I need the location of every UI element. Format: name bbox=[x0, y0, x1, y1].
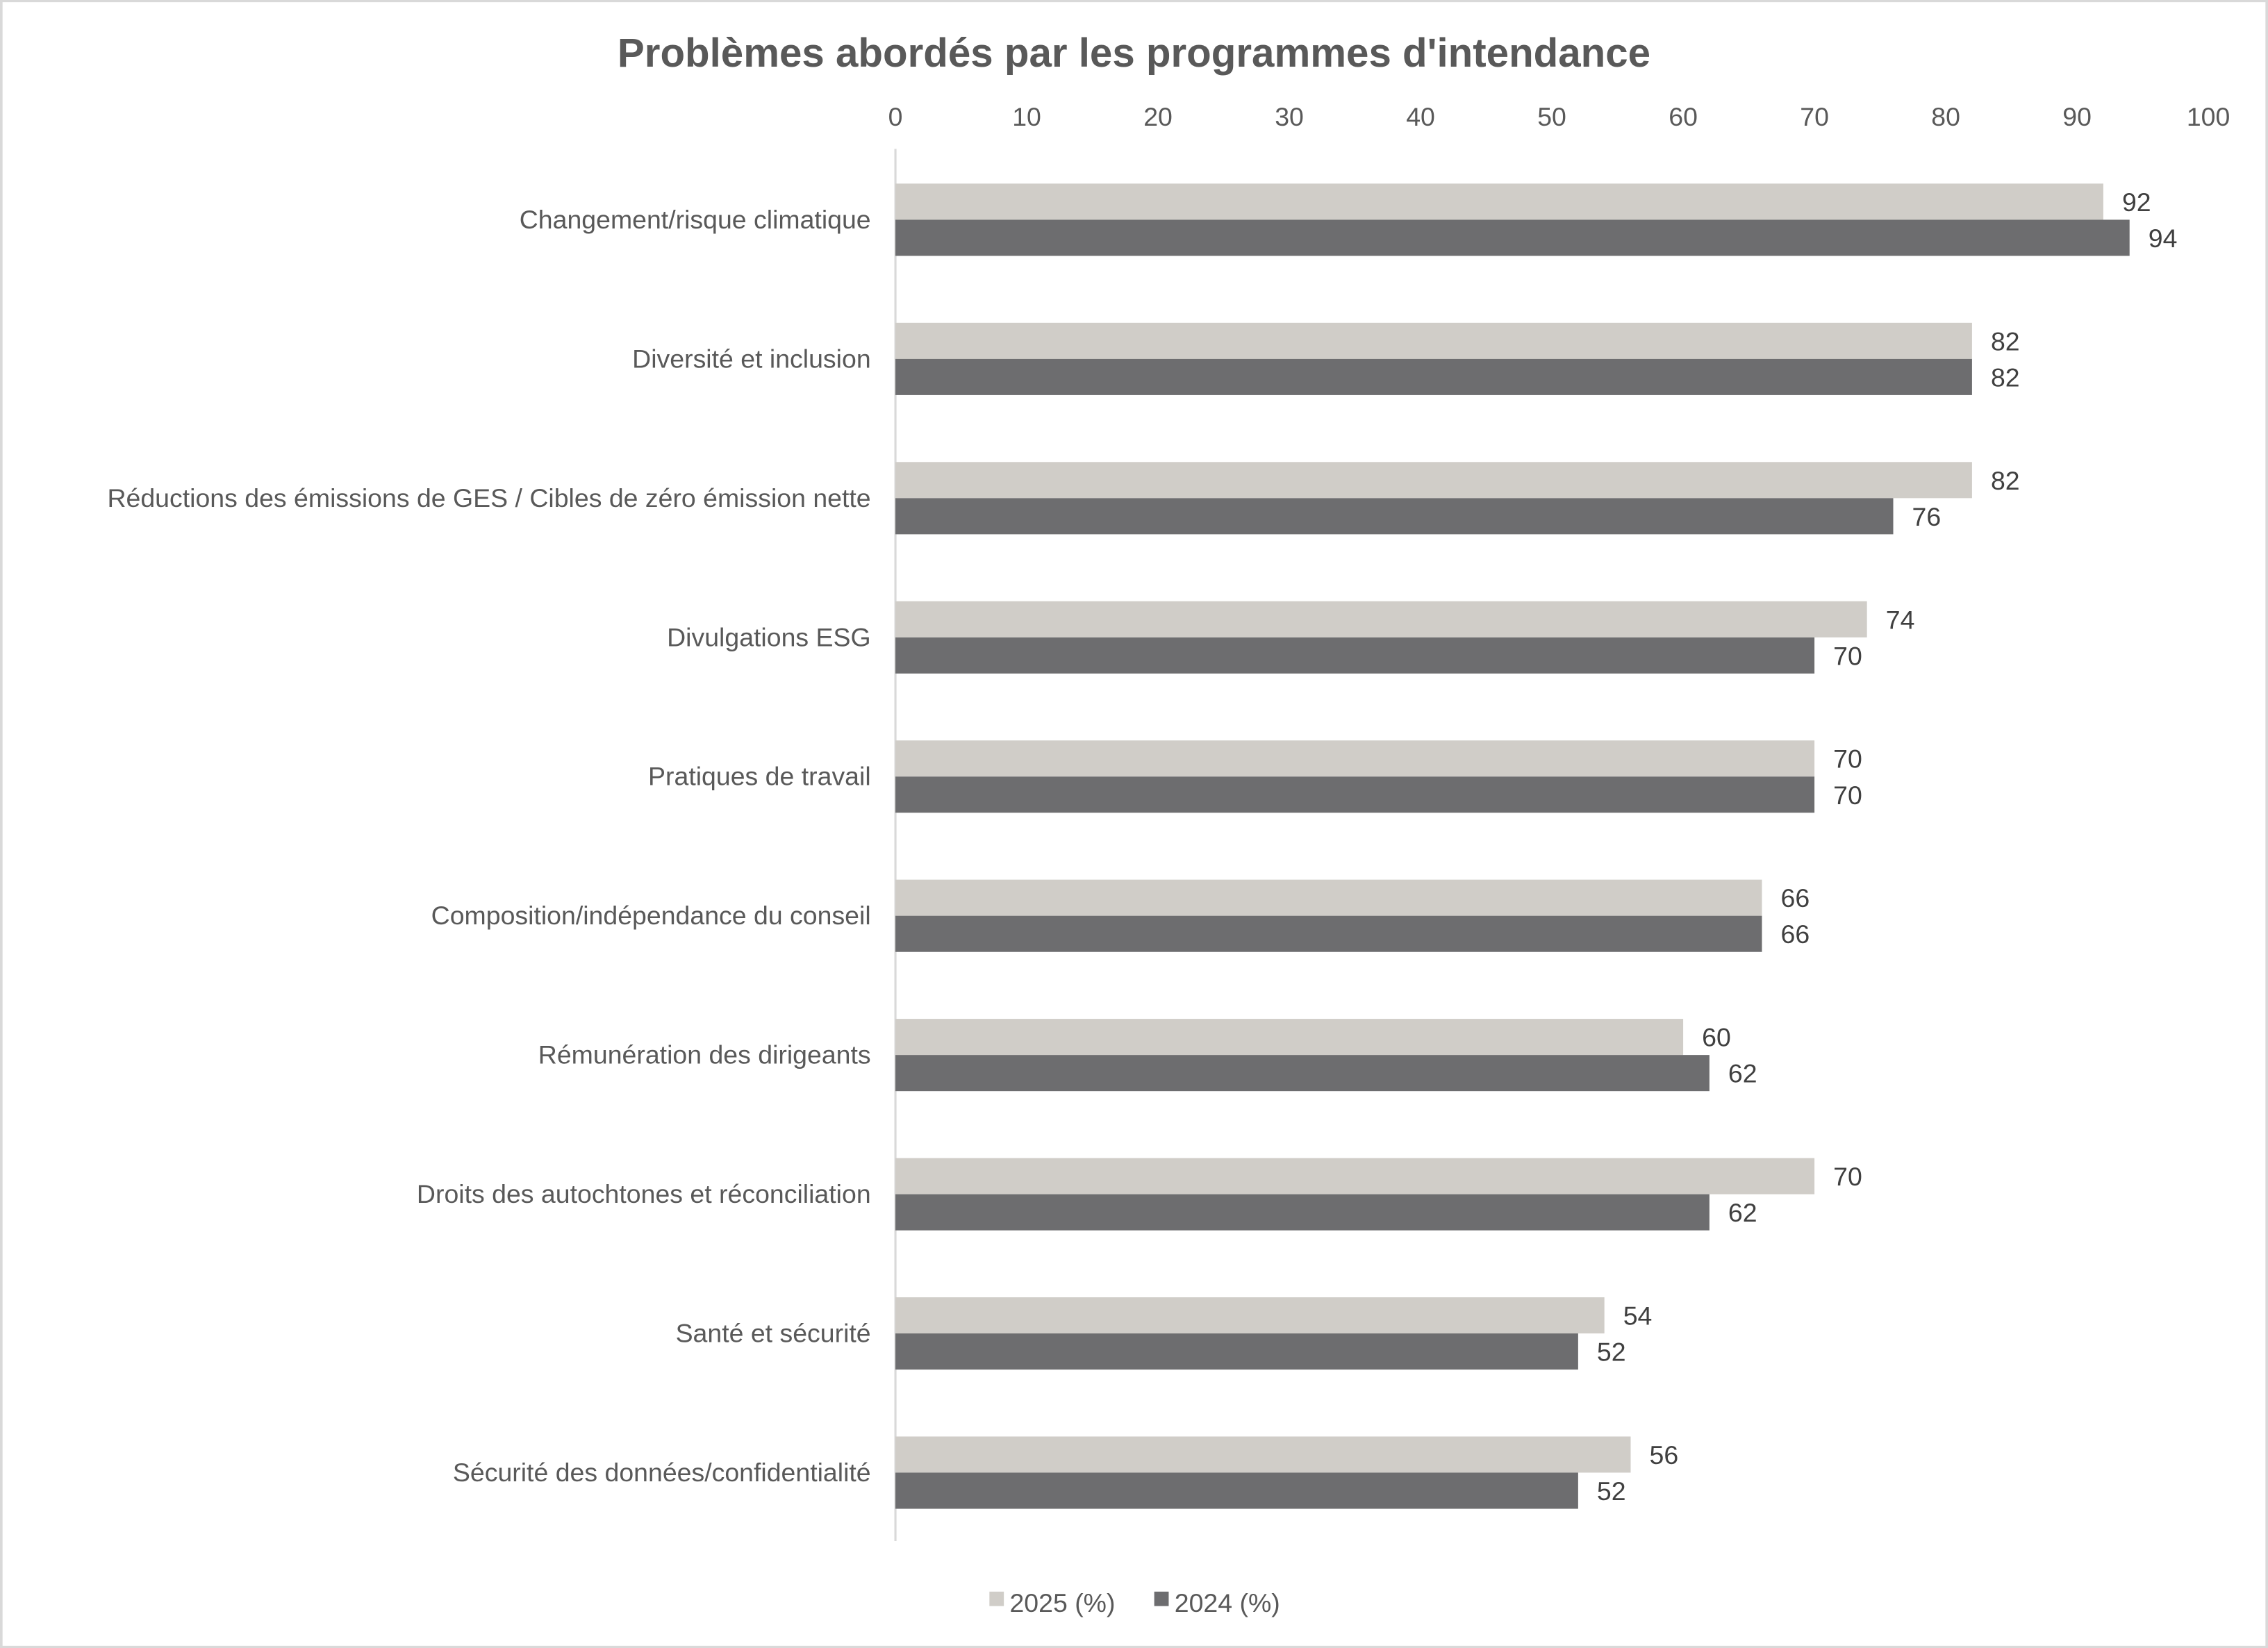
data-label: 82 bbox=[1991, 326, 2020, 356]
x-tick-label: 90 bbox=[2062, 102, 2092, 131]
legend-swatch bbox=[1154, 1591, 1169, 1606]
category-label: Réductions des émissions de GES / Cibles… bbox=[107, 483, 870, 513]
legend-swatch bbox=[989, 1591, 1004, 1606]
bar-2025 bbox=[895, 1297, 1605, 1334]
data-label: 70 bbox=[1833, 1162, 1862, 1191]
x-tick-label: 0 bbox=[888, 102, 903, 131]
data-label: 52 bbox=[1597, 1476, 1626, 1506]
bar-2024 bbox=[895, 219, 2130, 256]
x-tick-label: 50 bbox=[1537, 102, 1566, 131]
bar-2024 bbox=[895, 637, 1815, 674]
bar-2025 bbox=[895, 1158, 1815, 1195]
data-label: 82 bbox=[1991, 363, 2020, 392]
legend-label: 2024 (%) bbox=[1175, 1588, 1280, 1617]
chart-title: Problèmes abordés par les programmes d'i… bbox=[618, 31, 1650, 76]
bar-2024 bbox=[895, 915, 1762, 952]
bar-2025 bbox=[895, 183, 2103, 220]
data-label: 76 bbox=[1912, 502, 1942, 531]
data-label: 70 bbox=[1833, 641, 1862, 670]
data-label: 66 bbox=[1781, 919, 1810, 949]
data-label: 70 bbox=[1833, 781, 1862, 810]
bar-2025 bbox=[895, 601, 1867, 638]
bar-2024 bbox=[895, 358, 1972, 395]
bar-2024 bbox=[895, 776, 1815, 813]
category-label: Diversité et inclusion bbox=[632, 344, 870, 373]
bar-2024 bbox=[895, 1472, 1578, 1509]
data-label: 82 bbox=[1991, 466, 2020, 495]
bar-2025 bbox=[895, 879, 1762, 916]
category-label: Changement/risque climatique bbox=[520, 205, 871, 234]
bar-2025 bbox=[895, 1436, 1631, 1473]
bar-2025 bbox=[895, 1019, 1684, 1056]
data-label: 52 bbox=[1597, 1338, 1626, 1367]
x-tick-label: 60 bbox=[1669, 102, 1698, 131]
bar-2024 bbox=[895, 1333, 1578, 1370]
x-tick-label: 30 bbox=[1275, 102, 1304, 131]
data-label: 56 bbox=[1650, 1440, 1679, 1470]
bar-2025 bbox=[895, 322, 1972, 359]
data-label: 94 bbox=[2149, 224, 2178, 253]
data-label: 70 bbox=[1833, 744, 1862, 774]
category-label: Droits des autochtones et réconciliation bbox=[417, 1179, 871, 1208]
x-tick-label: 80 bbox=[1931, 102, 1960, 131]
bar-2025 bbox=[895, 740, 1815, 777]
legend-label: 2025 (%) bbox=[1009, 1588, 1115, 1617]
x-tick-label: 20 bbox=[1143, 102, 1173, 131]
category-label: Divulgations ESG bbox=[667, 622, 871, 651]
x-tick-label: 10 bbox=[1012, 102, 1041, 131]
bar-2024 bbox=[895, 1194, 1710, 1231]
bar-2024 bbox=[895, 1055, 1710, 1092]
x-tick-label: 40 bbox=[1406, 102, 1435, 131]
data-label: 66 bbox=[1781, 883, 1810, 913]
category-label: Sécurité des données/confidentialité bbox=[453, 1458, 871, 1487]
category-label: Santé et sécurité bbox=[676, 1319, 871, 1348]
category-label: Pratiques de travail bbox=[648, 762, 871, 791]
x-tick-label: 100 bbox=[2187, 102, 2230, 131]
category-label: Composition/indépendance du conseil bbox=[431, 901, 871, 930]
data-label: 62 bbox=[1728, 1198, 1757, 1227]
bar-2024 bbox=[895, 498, 1894, 535]
x-tick-label: 70 bbox=[1800, 102, 1829, 131]
data-label: 92 bbox=[2122, 188, 2151, 217]
data-label: 54 bbox=[1623, 1301, 1653, 1331]
data-label: 62 bbox=[1728, 1059, 1757, 1088]
bar-2025 bbox=[895, 462, 1972, 499]
data-label: 60 bbox=[1702, 1023, 1731, 1052]
data-label: 74 bbox=[1886, 605, 1915, 634]
category-label: Rémunération des dirigeants bbox=[538, 1040, 871, 1069]
